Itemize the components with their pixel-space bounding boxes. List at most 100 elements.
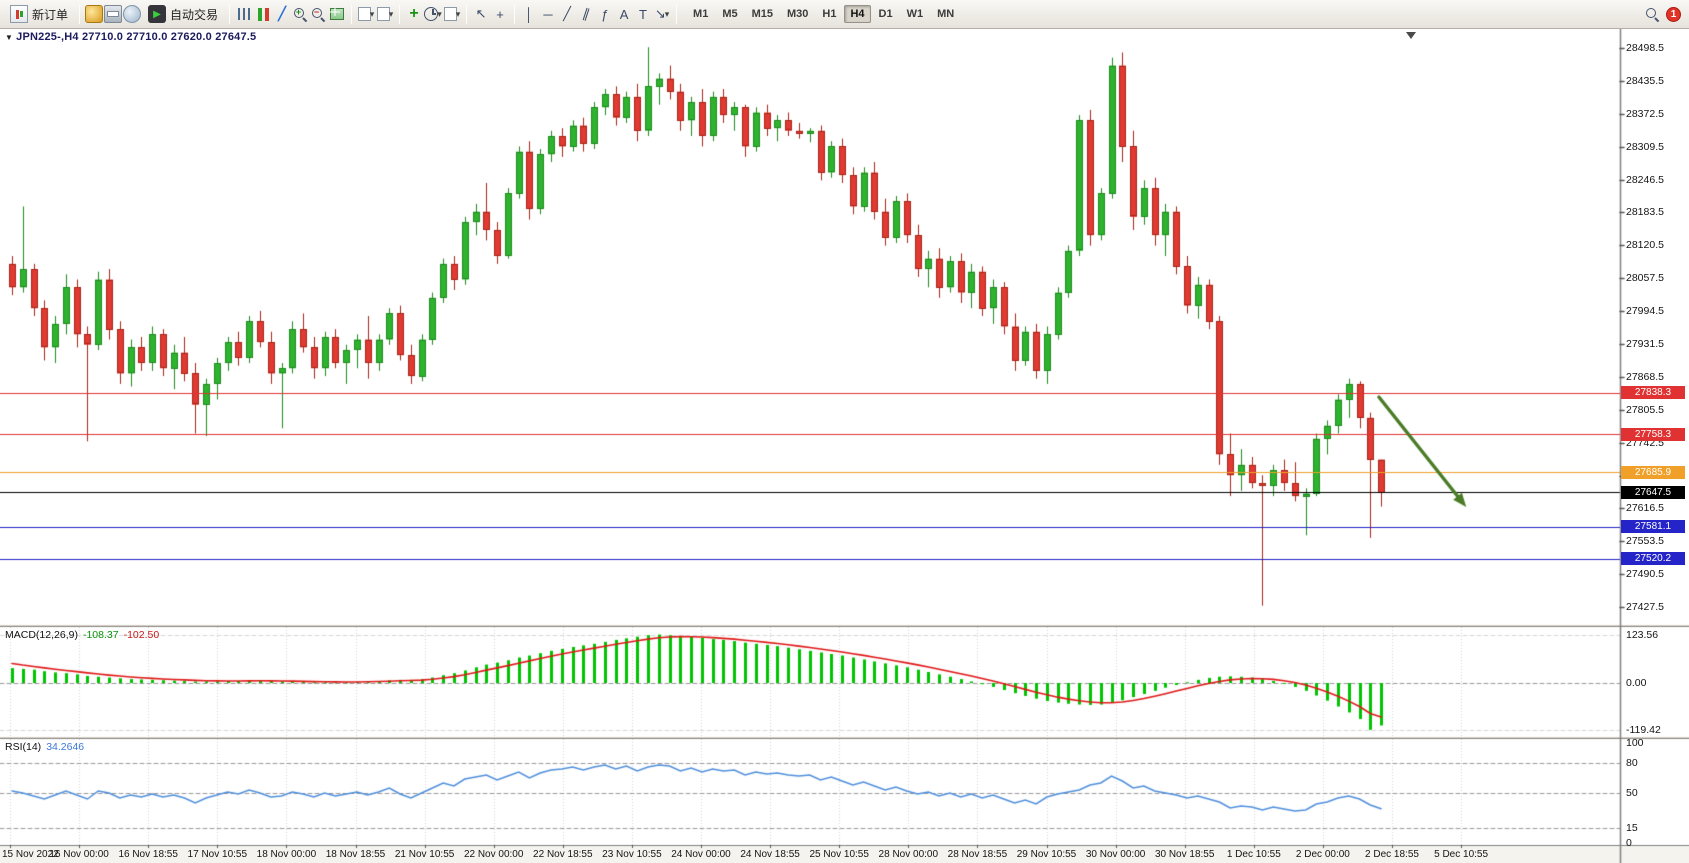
- horizontal-line-icon[interactable]: ─: [543, 6, 553, 22]
- line-chart-icon[interactable]: ╱: [278, 6, 286, 21]
- channel-icon[interactable]: ∥: [580, 5, 592, 22]
- price-axis-label: 27868.5: [1626, 370, 1664, 383]
- toolbar-separator: [676, 4, 678, 24]
- time-axis-label: 2 Dec 00:00: [1295, 849, 1350, 860]
- timeframe-d1[interactable]: D1: [878, 8, 893, 20]
- periods-icon[interactable]: ▾: [424, 5, 442, 23]
- time-axis-label: 24 Nov 00:00: [671, 849, 731, 860]
- price-axis-label: 27427.5: [1626, 601, 1664, 614]
- ohlc-values: 27710.0 27710.0 27620.0 27647.5: [81, 31, 257, 43]
- timeframe-m5[interactable]: M5: [722, 8, 738, 20]
- timeframe-w1[interactable]: W1: [906, 8, 924, 20]
- toolbar-separator: [466, 4, 468, 24]
- timeframe-group: M1 M5 M15 M30 H1 H4 D1 W1 MN: [686, 5, 961, 23]
- price-axis-label: 28183.5: [1626, 206, 1664, 219]
- toolbar-separator: [79, 4, 81, 24]
- templates-icon[interactable]: ▾: [443, 5, 461, 23]
- price-axis-label: 28246.5: [1626, 173, 1664, 186]
- new-order-button[interactable]: 新订单: [4, 2, 74, 26]
- timeframe-m30[interactable]: M30: [787, 8, 809, 20]
- arrows-icon[interactable]: ↘ ▾: [654, 6, 670, 21]
- time-axis-label: 21 Nov 10:55: [394, 849, 455, 860]
- chart-canvas[interactable]: [0, 29, 1689, 863]
- zoom-in-icon[interactable]: +: [292, 6, 309, 23]
- cursor-icon[interactable]: ↖: [475, 6, 487, 21]
- timeframe-h1[interactable]: H1: [822, 8, 837, 20]
- level-price-tag: 27520.2: [1621, 552, 1685, 566]
- search-icon[interactable]: [1644, 6, 1661, 23]
- tile-windows-icon[interactable]: [328, 5, 346, 23]
- symbol-ohlc-line: ▼ JPN225-,H4 27710.0 27710.0 27620.0 2764…: [5, 31, 256, 43]
- price-axis-label: 27931.5: [1626, 337, 1664, 350]
- print-icon[interactable]: [104, 5, 123, 23]
- fibonacci-icon[interactable]: ƒ: [601, 6, 609, 22]
- indicators-icon[interactable]: +: [409, 5, 419, 22]
- new-order-icon: [10, 5, 28, 23]
- bid-price-tag: 27647.5: [1621, 485, 1685, 499]
- timeframe-mn[interactable]: MN: [937, 8, 955, 20]
- macd-signal-value: -102.50: [123, 629, 160, 641]
- data-window-icon[interactable]: [123, 5, 142, 23]
- time-axis-label: 15 Nov 2022: [2, 849, 59, 860]
- toolbar-separator: [399, 4, 401, 24]
- price-axis-label: 28057.5: [1626, 272, 1664, 285]
- price-axis-label: 28372.5: [1626, 107, 1664, 120]
- time-axis-label: 28 Nov 00:00: [878, 849, 939, 860]
- timeframe-h4[interactable]: H4: [844, 5, 871, 23]
- time-axis-label: 16 Nov 18:55: [118, 849, 178, 860]
- price-axis-label: 27994.5: [1626, 305, 1664, 318]
- text-label-icon[interactable]: T: [639, 6, 647, 22]
- time-axis-label: 1 Dec 10:55: [1226, 849, 1281, 860]
- time-axis-label: 22 Nov 18:55: [533, 849, 593, 860]
- macd-scale-label: -119.42: [1626, 723, 1661, 736]
- price-axis-label: 28309.5: [1626, 140, 1664, 153]
- auto-trading-icon: ▶: [148, 5, 167, 23]
- macd-main-value: -108.37: [82, 629, 119, 641]
- time-axis-label: 30 Nov 18:55: [1154, 849, 1215, 860]
- profiles-icon[interactable]: ▾: [376, 5, 394, 23]
- candlestick-chart-icon[interactable]: [254, 5, 272, 23]
- toolbar-separator: [229, 4, 231, 24]
- timeframe-m15[interactable]: M15: [751, 8, 773, 20]
- rsi-value: 34.2646: [46, 741, 85, 753]
- time-axis-label: 28 Nov 18:55: [947, 849, 1008, 860]
- new-order-label: 新订单: [32, 7, 69, 22]
- price-axis-label: 27553.5: [1626, 535, 1664, 548]
- time-axis-label: 17 Nov 10:55: [187, 849, 248, 860]
- chart-window: ▼ JPN225-,H4 27710.0 27710.0 27620.0 2764…: [0, 29, 1689, 863]
- price-axis-label: 27616.5: [1626, 502, 1664, 515]
- new-chart-icon[interactable]: ▾: [357, 5, 375, 23]
- rsi-scale-label: 80: [1626, 757, 1638, 769]
- rsi-name: RSI(14): [5, 741, 42, 753]
- trendline-icon[interactable]: ╱: [563, 6, 571, 21]
- crosshair-icon[interactable]: +: [496, 6, 504, 22]
- rsi-scale-label: 100: [1626, 737, 1644, 749]
- bar-chart-icon[interactable]: [235, 5, 253, 23]
- time-axis-label: 30 Nov 00:00: [1085, 849, 1146, 860]
- level-price-tag: 27838.3: [1621, 386, 1685, 400]
- auto-trading-label: 自动交易: [170, 7, 219, 22]
- time-axis-label: 18 Nov 18:55: [325, 849, 386, 860]
- auto-trading-button[interactable]: ▶ 自动交易: [142, 2, 224, 26]
- time-axis-label: 24 Nov 18:55: [740, 849, 800, 860]
- time-axis-label: 5 Dec 10:55: [1434, 849, 1489, 860]
- level-price-tag: 27758.3: [1621, 427, 1685, 441]
- zoom-out-icon[interactable]: −: [310, 6, 327, 23]
- symbol-expand-icon[interactable]: ▼: [5, 33, 14, 42]
- chart-shift-marker-icon[interactable]: [1406, 32, 1416, 39]
- macd-indicator-label: MACD(12,26,9) -108.37 -102.50: [5, 629, 159, 641]
- market-watch-icon[interactable]: [85, 5, 104, 23]
- text-icon[interactable]: A: [619, 6, 629, 22]
- macd-scale-label: 123.56: [1626, 628, 1659, 641]
- rsi-indicator-label: RSI(14) 34.2646: [5, 741, 84, 753]
- time-axis-label: 25 Nov 10:55: [809, 849, 869, 860]
- timeframe-m1[interactable]: M1: [693, 8, 709, 20]
- vertical-line-icon[interactable]: │: [524, 6, 534, 22]
- time-axis-label: 23 Nov 10:55: [602, 849, 662, 860]
- price-axis-label: 27805.5: [1626, 403, 1664, 416]
- macd-scale-label: 0.00: [1626, 677, 1647, 689]
- rsi-scale-label: 50: [1626, 787, 1638, 799]
- notification-badge[interactable]: 1: [1666, 6, 1681, 22]
- rsi-scale-label: 0: [1626, 837, 1632, 849]
